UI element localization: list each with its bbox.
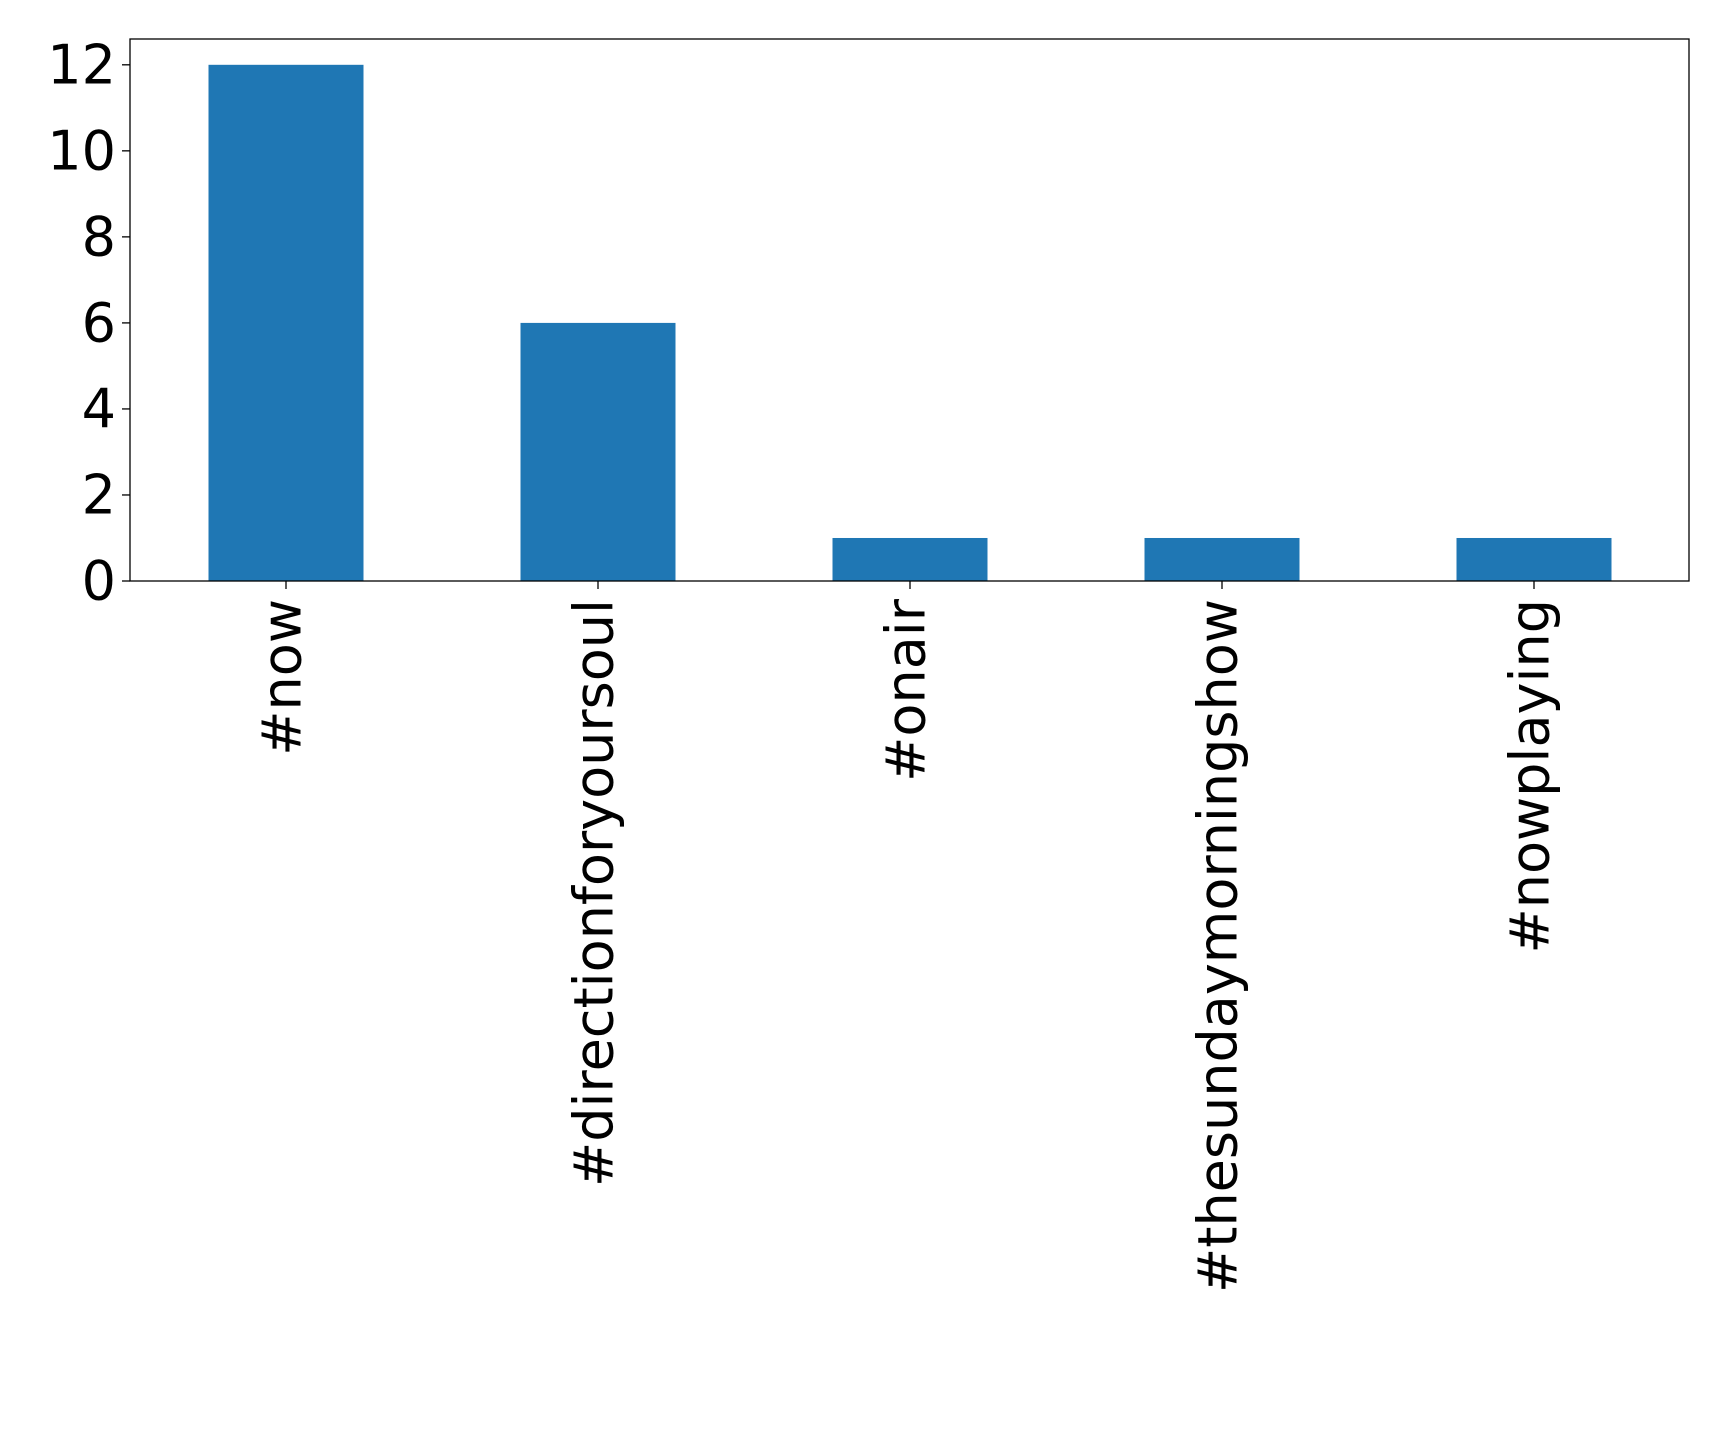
x-tick-label: #thesundaymorningshow [1187, 599, 1250, 1293]
bar-now [208, 64, 364, 582]
y-tick-label: 2 [82, 463, 116, 526]
y-tick-label: 4 [82, 377, 116, 440]
x-tick-label: #now [251, 599, 314, 756]
x-axis: #now #directionforyoursoul #onair #thesunda… [251, 581, 1562, 1293]
plot-frame [129, 38, 1690, 582]
bar-directionforyoursoul [520, 322, 676, 581]
y-axis: 0 2 4 6 8 10 12 [47, 33, 130, 613]
x-tick-label: #directionforyoursoul [563, 599, 626, 1187]
x-tick-label: #nowplaying [1499, 599, 1562, 954]
bar-thesundaymorningshow [1144, 537, 1300, 581]
bars-layer [208, 64, 1612, 582]
y-tick-label: 12 [47, 33, 116, 96]
y-tick-label: 8 [82, 205, 116, 268]
x-tick-label: #onair [875, 598, 938, 782]
bar-onair [832, 537, 988, 581]
y-tick-label: 6 [82, 291, 116, 354]
bar-nowplaying [1456, 537, 1612, 581]
y-tick-label: 10 [47, 119, 116, 182]
y-tick-label: 0 [82, 550, 116, 613]
